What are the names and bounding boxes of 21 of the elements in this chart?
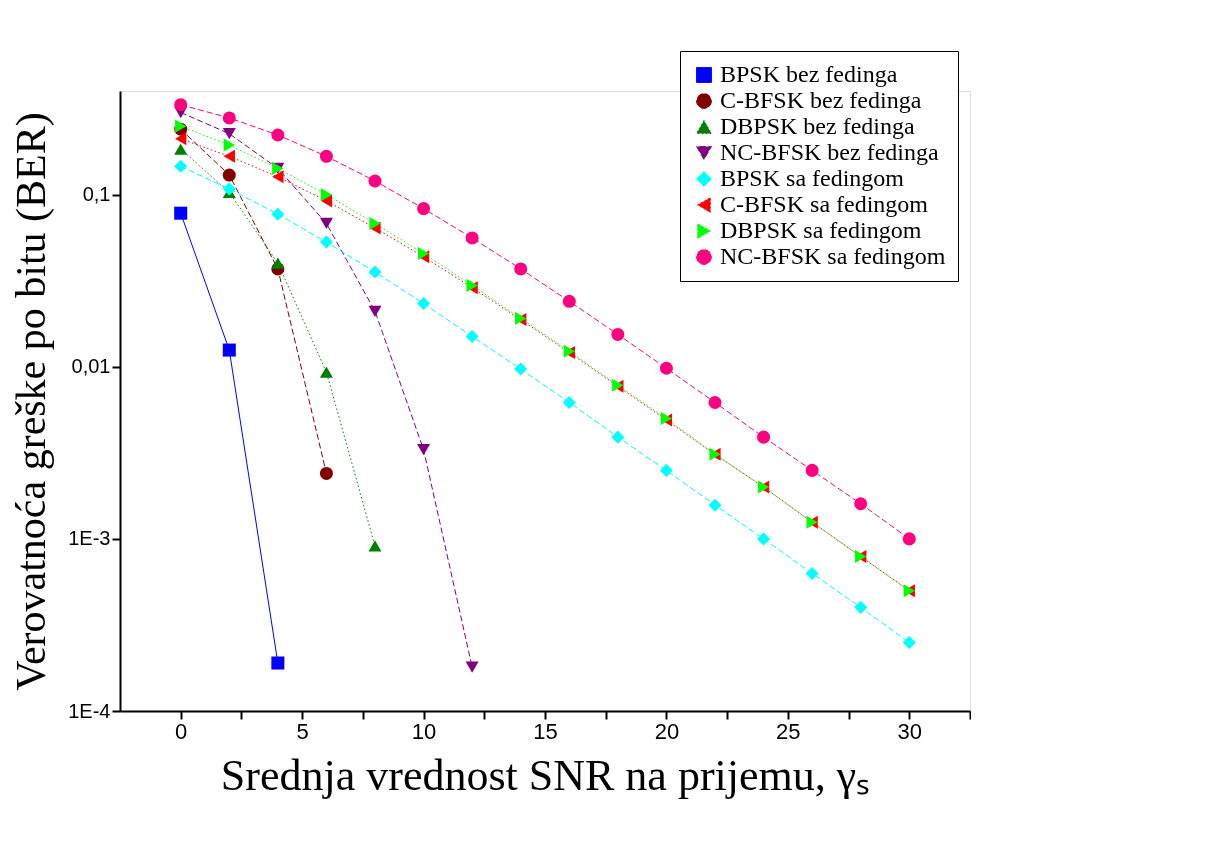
y-tick-label: 0,01 — [71, 355, 111, 378]
y-tick-label: 1E-4 — [68, 699, 111, 722]
x-tick-label: 20 — [654, 718, 680, 744]
legend-label: C-BFSK sa fedingom — [720, 191, 929, 217]
y-axis-title: Verovatnoća greške po bitu (BER) — [8, 112, 56, 691]
x-tick-label: 30 — [897, 718, 923, 744]
legend-label: BPSK bez fedinga — [720, 61, 898, 87]
legend-label: NC-BFSK bez fedinga — [720, 139, 939, 165]
x-tick-label: 0 — [175, 718, 188, 744]
x-tick-label: 5 — [296, 718, 309, 744]
legend-label: BPSK sa fedingom — [720, 165, 905, 191]
x-tick-label: 15 — [533, 718, 558, 744]
legend-label: DBPSK sa fedingom — [720, 217, 922, 243]
y-tick-label: 0,1 — [82, 183, 111, 206]
x-tick-label: 10 — [411, 718, 437, 744]
legend-label: C-BFSK bez fedinga — [720, 87, 922, 113]
y-tick-label: 1E-3 — [68, 527, 111, 550]
legend-label: NC-BFSK sa fedingom — [720, 243, 946, 269]
x-tick-label: 25 — [776, 718, 801, 744]
legend-label: DBPSK bez fedinga — [720, 113, 915, 139]
x-axis-title: Srednja vrednost SNR na prijemu, γₛ — [220, 750, 871, 800]
